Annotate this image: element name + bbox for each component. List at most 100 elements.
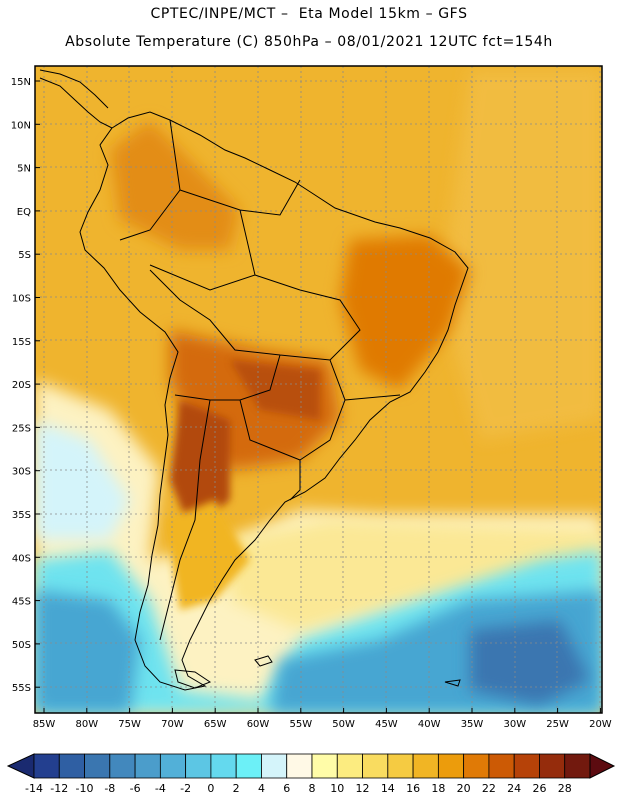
lon-tick-label: 45W bbox=[375, 719, 398, 730]
colorbar-swatch bbox=[84, 753, 111, 779]
colorbar-label: 18 bbox=[431, 782, 445, 795]
colorbar-label: -14 bbox=[25, 782, 43, 795]
colorbar-label: 16 bbox=[406, 782, 420, 795]
colorbar-label: -6 bbox=[130, 782, 141, 795]
lat-tick-label: 5N bbox=[17, 164, 31, 175]
colorbar-swatch bbox=[109, 753, 136, 779]
field-land-hot-east bbox=[340, 235, 470, 390]
lon-tick-label: 60W bbox=[247, 719, 270, 730]
central-america-coast bbox=[39, 77, 113, 129]
field-land-hot bbox=[110, 120, 240, 250]
colorbar-label: 14 bbox=[381, 782, 395, 795]
lat-tick-label: 15S bbox=[12, 337, 31, 348]
colorbar-label: 20 bbox=[457, 782, 471, 795]
colorbar-swatch bbox=[362, 753, 389, 779]
lat-tick-label: 35S bbox=[12, 510, 31, 521]
colorbar-swatch bbox=[33, 753, 60, 779]
south-georgia bbox=[444, 679, 461, 687]
field-patagonia-mild bbox=[165, 500, 250, 610]
colorbar-swatch bbox=[261, 753, 288, 779]
colorbar-swatch bbox=[513, 753, 540, 779]
field-ocean-band bbox=[440, 70, 602, 440]
colorbar-swatch bbox=[488, 753, 515, 779]
coastlines bbox=[39, 69, 469, 691]
lon-tick-label: 35W bbox=[461, 719, 484, 730]
colorbar-swatch bbox=[437, 753, 465, 779]
temperature-field bbox=[35, 66, 602, 713]
colorbar-swatch bbox=[286, 753, 313, 779]
colorbar-swatch bbox=[185, 753, 212, 779]
colorbar-label: 0 bbox=[207, 782, 214, 795]
colorbar-swatch bbox=[463, 753, 490, 779]
field-land-very-hot-2 bbox=[230, 360, 320, 420]
latitude-labels: 15N 10N 5N EQ 5S 10S 15S 20S 25S 30S 35S 40S 45S 50S 5… bbox=[11, 77, 40, 694]
lon-tick-label: 25W bbox=[546, 719, 569, 730]
lon-tick-label: 20W bbox=[589, 719, 612, 730]
field-pacific-cold bbox=[35, 420, 130, 540]
colorbar-swatch bbox=[134, 753, 161, 779]
lat-tick-label: 10N bbox=[11, 120, 31, 131]
colorbar-label: 2 bbox=[233, 782, 240, 795]
lat-tick-label: 30S bbox=[12, 467, 31, 478]
tierra-del-fuego bbox=[174, 669, 212, 689]
colorbar-swatch bbox=[235, 753, 262, 779]
colorbar-swatch bbox=[58, 753, 85, 779]
colorbar-label: -12 bbox=[50, 782, 68, 795]
lat-tick-label: 50S bbox=[12, 640, 31, 651]
lat-tick-label: 45S bbox=[12, 597, 31, 608]
lat-tick-label: 40S bbox=[12, 553, 31, 564]
colorbar-label: -10 bbox=[76, 782, 94, 795]
country-borders bbox=[119, 119, 401, 641]
colorbar-label: 22 bbox=[482, 782, 496, 795]
colorbar-label: 6 bbox=[283, 782, 290, 795]
lon-tick-label: 80W bbox=[75, 719, 98, 730]
field-cold-deep bbox=[470, 620, 590, 705]
colorbar-label: 12 bbox=[356, 782, 370, 795]
colorbar-swatch bbox=[210, 753, 237, 779]
lon-tick-label: 55W bbox=[289, 719, 312, 730]
temperature-colorbar: -14 -12 -10 -8 -6 -4 -2 0 2 4 6 8 10 12 14 16 18 20 22 24 26… bbox=[6, 753, 616, 795]
colorbar-label: 26 bbox=[532, 782, 546, 795]
lon-tick-label: 30W bbox=[503, 719, 526, 730]
colorbar-label: -8 bbox=[104, 782, 115, 795]
lat-tick-label: 20S bbox=[12, 380, 31, 391]
south-america-coast bbox=[79, 111, 469, 691]
colorbar-swatch bbox=[387, 753, 414, 779]
colorbar-label: -2 bbox=[180, 782, 191, 795]
lat-tick-label: 55S bbox=[12, 683, 31, 694]
colorbar-label: 28 bbox=[558, 782, 572, 795]
field-cold-blue bbox=[35, 590, 140, 713]
colorbar-swatch bbox=[159, 753, 187, 779]
colorbar-swatch bbox=[311, 753, 338, 779]
lon-tick-label: 70W bbox=[161, 719, 184, 730]
colorbar-label: 8 bbox=[309, 782, 316, 795]
field-cold-yellow bbox=[230, 520, 602, 630]
lon-tick-label: 50W bbox=[332, 719, 355, 730]
lon-tick-label: 75W bbox=[118, 719, 141, 730]
lon-tick-label: 40W bbox=[418, 719, 441, 730]
colorbar-high-arrow bbox=[589, 753, 616, 779]
colorbar-swatch bbox=[564, 753, 591, 779]
lon-tick-label: 85W bbox=[33, 719, 56, 730]
lat-tick-label: 25S bbox=[12, 423, 31, 434]
lat-tick-label: 15N bbox=[11, 77, 31, 88]
colorbar-swatch bbox=[412, 753, 439, 779]
lon-tick-label: 65W bbox=[204, 719, 227, 730]
falkland-islands bbox=[254, 655, 273, 667]
lat-tick-label: 10S bbox=[12, 294, 31, 305]
colorbar-swatch bbox=[336, 753, 363, 779]
colorbar-label: 4 bbox=[258, 782, 265, 795]
map-title-model: CPTEC/INPE/MCT – Eta Model 15km – GFS bbox=[150, 6, 468, 22]
colorbar-low-arrow bbox=[6, 753, 35, 779]
colorbar-swatch bbox=[539, 753, 566, 779]
colorbar-label: -4 bbox=[155, 782, 166, 795]
caribbean-coast bbox=[39, 69, 109, 109]
colorbar-label: 10 bbox=[330, 782, 344, 795]
lat-tick-label: EQ bbox=[17, 207, 31, 218]
colorbar-label: 24 bbox=[507, 782, 521, 795]
map-frame bbox=[34, 65, 603, 714]
longitude-labels: 85W 80W 75W 70W 65W 60W 55W 50W 45W 40W 35W 30W 25W 2… bbox=[33, 708, 612, 730]
map-title-variable: Absolute Temperature (C) 850hPa – 08/01/… bbox=[65, 34, 553, 50]
lat-tick-label: 5S bbox=[18, 250, 31, 261]
